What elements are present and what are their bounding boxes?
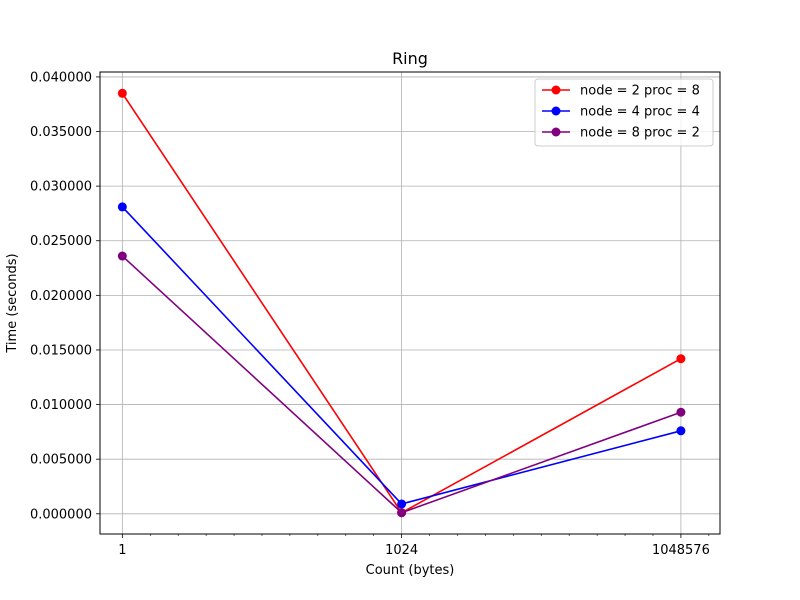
legend-box: [534, 78, 714, 147]
x-tick-label: 1: [118, 543, 126, 558]
chart-title: Ring: [392, 49, 428, 68]
plot-area-frame: [99, 71, 721, 535]
y-tick-label: 0.000000: [30, 507, 92, 522]
legend-label: node = 8 proc = 2: [580, 126, 700, 141]
data-point: [397, 508, 407, 518]
y-tick-label: 0.030000: [30, 180, 92, 195]
grid-lines: [100, 72, 720, 534]
data-point: [397, 499, 407, 509]
y-tick-label: 0.010000: [30, 398, 92, 413]
data-point: [676, 354, 686, 364]
y-axis-label: Time (seconds): [5, 253, 20, 353]
data-point: [117, 88, 127, 98]
y-tick-label: 0.015000: [30, 343, 92, 358]
data-point: [117, 202, 127, 212]
series-2: [117, 202, 686, 509]
legend-label: node = 4 proc = 4: [580, 105, 700, 120]
legend: node = 2 proc = 8 node = 4 proc = 4 node =…: [534, 78, 714, 147]
y-tick-label: 0.020000: [30, 289, 92, 304]
series-3: [117, 251, 686, 518]
y-tick-label: 0.040000: [30, 70, 92, 85]
data-point: [117, 251, 127, 261]
x-tick-label: 1048576: [652, 543, 710, 558]
data-series: [117, 88, 686, 518]
y-tick-label: 0.025000: [30, 234, 92, 249]
x-tick-label: 1024: [385, 543, 418, 558]
data-point: [676, 426, 686, 436]
legend-marker: [551, 127, 561, 137]
y-tick-label: 0.005000: [30, 453, 92, 468]
x-axis-label: Count (bytes): [366, 563, 455, 578]
legend-marker: [551, 85, 561, 95]
y-tick-label: 0.035000: [30, 125, 92, 140]
legend-entry: node = 8 proc = 2: [542, 126, 700, 141]
legend-marker: [551, 106, 561, 116]
legend-label: node = 2 proc = 8: [580, 84, 700, 99]
axis-ticks: 0.000000 0.005000 0.010000 0.015000 0.020000…: [30, 70, 710, 558]
data-point: [676, 407, 686, 417]
legend-entry: node = 4 proc = 4: [542, 105, 700, 120]
legend-entry: node = 2 proc = 8: [542, 84, 700, 99]
